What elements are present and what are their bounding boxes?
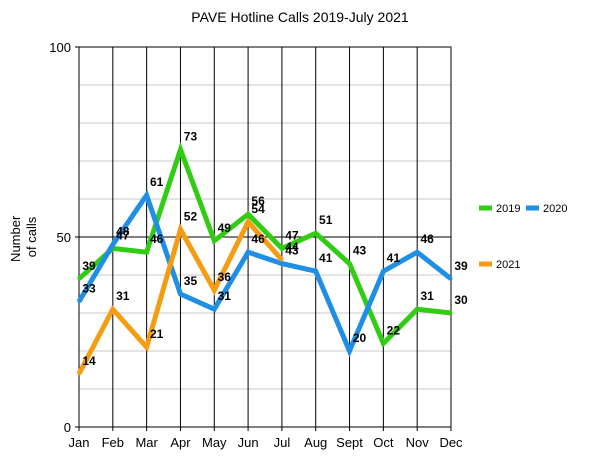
data-point-2019 [246, 212, 250, 216]
data-point-2019 [145, 250, 149, 254]
data-label-2019: 39 [82, 259, 96, 273]
data-point-2021 [178, 227, 182, 231]
data-point-2021 [145, 345, 149, 349]
data-label-2021: 52 [184, 209, 198, 223]
data-point-2019 [381, 341, 385, 345]
data-label-2020: 31 [218, 289, 232, 303]
data-label-2021: 36 [218, 270, 232, 284]
data-label-2019: 47 [116, 228, 130, 242]
data-point-2020 [246, 250, 250, 254]
data-point-2020 [415, 250, 419, 254]
x-tick-label: Feb [102, 435, 124, 450]
chart-title: PAVE Hotline Calls 2019-July 2021 [191, 9, 409, 25]
legend-label-2020: 2020 [543, 203, 567, 215]
data-point-2019 [212, 239, 216, 243]
series-line-2019 [77, 142, 452, 348]
data-label-2019: 49 [218, 221, 232, 235]
series-lines [76, 142, 453, 376]
data-point-2019 [280, 246, 284, 250]
data-label-2021: 21 [150, 327, 164, 341]
data-point-2020 [145, 193, 149, 197]
data-point-2019 [449, 311, 453, 315]
data-label-2020: 39 [454, 259, 468, 273]
x-tick-label: Dec [439, 435, 463, 450]
y-axis-label-line-1: Number [8, 215, 23, 262]
x-tick-label: Jun [238, 435, 259, 450]
data-point-2020 [449, 277, 453, 281]
data-label-2019: 43 [353, 244, 367, 258]
x-tick-label: Apr [170, 435, 191, 450]
legend-label-2021: 2021 [496, 259, 520, 271]
data-label-2021: 44 [285, 240, 299, 254]
data-point-2021 [246, 220, 250, 224]
data-label-2020: 43 [285, 244, 299, 258]
data-point-2019 [314, 231, 318, 235]
legend-label-2019: 2019 [496, 203, 520, 215]
data-label-2019: 56 [251, 194, 265, 208]
data-point-2020 [111, 243, 115, 247]
data-label-2020: 35 [184, 274, 198, 288]
data-point-2020 [178, 292, 182, 296]
data-label-2019: 31 [421, 289, 435, 303]
data-point-2020 [280, 262, 284, 266]
data-point-2020 [212, 307, 216, 311]
y-axis-label-line-2: of calls [24, 216, 39, 257]
legend-item-2021: 2021 [479, 259, 520, 271]
data-label-2019: 73 [184, 130, 198, 144]
y-tick-label: 50 [57, 230, 71, 245]
x-tick-label: Jan [69, 435, 90, 450]
data-label-2021: 31 [116, 289, 130, 303]
x-tick-label: Nov [406, 435, 430, 450]
data-point-2019 [415, 307, 419, 311]
x-tick-label: Oct [373, 435, 394, 450]
data-point-2020 [77, 300, 81, 304]
data-label-2021: 14 [82, 354, 96, 368]
data-point-2020 [381, 269, 385, 273]
y-axis-label: Number of calls [8, 212, 39, 262]
y-tick-label: 0 [64, 420, 71, 435]
data-point-2021 [212, 288, 216, 292]
data-label-2020: 46 [251, 232, 265, 246]
data-point-2021 [77, 372, 81, 376]
data-label-2021: 54 [251, 202, 265, 216]
data-label-2020: 46 [421, 232, 435, 246]
data-label-2020: 41 [387, 251, 401, 265]
data-point-2020 [314, 269, 318, 273]
data-point-2021 [111, 307, 115, 311]
x-tick-label: Jul [274, 435, 291, 450]
legend: 2019 2020 2021 [479, 203, 567, 271]
data-label-2020: 48 [116, 225, 130, 239]
data-label-2019: 47 [285, 228, 299, 242]
data-label-2020: 20 [353, 331, 367, 345]
data-point-2020 [348, 349, 352, 353]
legend-item-2019: 2019 [479, 203, 520, 215]
data-label-2019: 51 [319, 213, 333, 227]
data-label-2020: 41 [319, 251, 333, 265]
y-tick-label: 100 [49, 40, 71, 55]
data-label-2019: 22 [387, 323, 401, 337]
x-tick-label: Aug [304, 435, 327, 450]
data-point-2019 [77, 277, 81, 281]
data-label-2019: 46 [150, 232, 164, 246]
series-line-2020 [76, 189, 453, 358]
data-point-2021 [280, 258, 284, 262]
data-point-2019 [178, 148, 182, 152]
data-label-2020: 61 [150, 175, 164, 189]
legend-item-2020: 2020 [526, 203, 567, 215]
axes: 0 50 100 Jan Feb Mar Apr May Jun Jul Aug Sept Oct Nov… [49, 40, 463, 450]
data-label-2020: 33 [82, 282, 96, 296]
x-tick-label: Mar [135, 435, 158, 450]
x-tick-label: May [202, 435, 227, 450]
x-tick-label: Sept [336, 435, 363, 450]
data-point-2019 [348, 262, 352, 266]
data-labels: 39 47 46 73 49 56 47 51 43 22 31 30 33 48 61 35 31 46 43 41… [82, 130, 468, 368]
data-label-2019: 30 [454, 293, 468, 307]
